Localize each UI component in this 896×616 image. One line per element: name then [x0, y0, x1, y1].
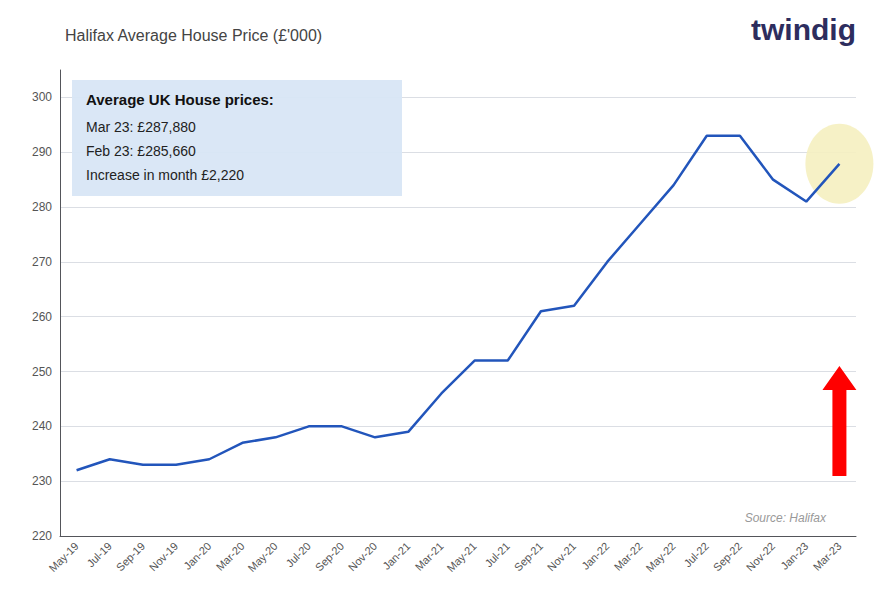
svg-text:Mar-21: Mar-21 [413, 540, 446, 573]
svg-text:Sep-19: Sep-19 [114, 540, 148, 574]
svg-text:Halifax Average House Price (£: Halifax Average House Price (£'000) [65, 27, 322, 44]
svg-text:240: 240 [32, 419, 52, 433]
svg-text:Jan-22: Jan-22 [579, 540, 611, 572]
svg-text:May-21: May-21 [444, 540, 478, 574]
svg-text:Mar 23: £287,880: Mar 23: £287,880 [86, 119, 196, 135]
svg-text:Jan-20: Jan-20 [181, 540, 213, 572]
svg-text:Increase in month £2,220: Increase in month £2,220 [86, 167, 244, 183]
svg-text:Jul-22: Jul-22 [681, 540, 711, 570]
svg-text:twindig: twindig [751, 13, 856, 46]
svg-text:May-22: May-22 [643, 540, 677, 574]
svg-text:May-20: May-20 [245, 540, 279, 574]
svg-text:220: 220 [32, 529, 52, 543]
svg-text:Jul-21: Jul-21 [482, 540, 512, 570]
svg-text:230: 230 [32, 474, 52, 488]
svg-text:Nov-19: Nov-19 [147, 540, 181, 574]
svg-text:Sep-21: Sep-21 [512, 540, 546, 574]
svg-text:Average UK House prices:: Average UK House prices: [86, 91, 274, 108]
svg-text:Sep-22: Sep-22 [711, 540, 745, 574]
svg-text:260: 260 [32, 310, 52, 324]
svg-text:Mar-20: Mar-20 [214, 540, 247, 573]
svg-text:Feb 23: £285,660: Feb 23: £285,660 [86, 143, 196, 159]
svg-text:Nov-22: Nov-22 [744, 540, 778, 574]
svg-text:280: 280 [32, 200, 52, 214]
svg-text:300: 300 [32, 90, 52, 104]
svg-text:250: 250 [32, 365, 52, 379]
svg-text:Nov-21: Nov-21 [545, 540, 579, 574]
svg-text:Jul-19: Jul-19 [84, 540, 114, 570]
svg-text:Source: Halifax: Source: Halifax [745, 511, 827, 525]
svg-text:270: 270 [32, 255, 52, 269]
svg-text:Nov-20: Nov-20 [346, 540, 380, 574]
svg-text:Mar-23: Mar-23 [811, 540, 844, 573]
svg-text:Mar-22: Mar-22 [612, 540, 645, 573]
svg-text:Jan-21: Jan-21 [380, 540, 412, 572]
svg-text:May-19: May-19 [46, 540, 80, 574]
svg-text:Jul-20: Jul-20 [283, 540, 313, 570]
svg-text:Jan-23: Jan-23 [778, 540, 810, 572]
svg-text:Sep-20: Sep-20 [313, 540, 347, 574]
svg-text:290: 290 [32, 145, 52, 159]
